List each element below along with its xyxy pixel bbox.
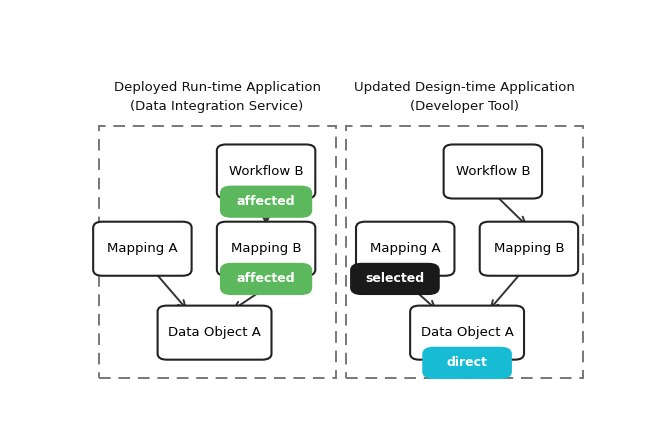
Text: Workflow B: Workflow B (456, 165, 530, 178)
FancyBboxPatch shape (93, 221, 192, 276)
FancyBboxPatch shape (422, 347, 512, 379)
Text: affected: affected (237, 272, 295, 286)
FancyBboxPatch shape (479, 221, 578, 276)
Text: (Developer Tool): (Developer Tool) (410, 99, 519, 112)
Text: Updated Design-time Application: Updated Design-time Application (354, 81, 575, 94)
Text: Workflow B: Workflow B (229, 165, 303, 178)
Text: Mapping B: Mapping B (493, 242, 564, 255)
FancyBboxPatch shape (217, 144, 315, 198)
FancyBboxPatch shape (350, 263, 440, 295)
Text: Data Object A: Data Object A (421, 326, 513, 339)
Text: (Data Integration Service): (Data Integration Service) (130, 99, 304, 112)
FancyBboxPatch shape (444, 144, 542, 198)
Text: Mapping B: Mapping B (231, 242, 301, 255)
FancyBboxPatch shape (356, 221, 454, 276)
Text: Mapping A: Mapping A (370, 242, 440, 255)
FancyBboxPatch shape (217, 221, 315, 276)
FancyBboxPatch shape (410, 306, 524, 360)
FancyBboxPatch shape (158, 306, 271, 360)
Text: Data Object A: Data Object A (168, 326, 261, 339)
Text: Deployed Run-time Application: Deployed Run-time Application (114, 81, 321, 94)
Text: Mapping A: Mapping A (107, 242, 178, 255)
FancyBboxPatch shape (220, 263, 312, 295)
Text: affected: affected (237, 195, 295, 208)
Text: selected: selected (365, 272, 424, 286)
Text: direct: direct (447, 356, 487, 369)
FancyBboxPatch shape (220, 186, 312, 218)
